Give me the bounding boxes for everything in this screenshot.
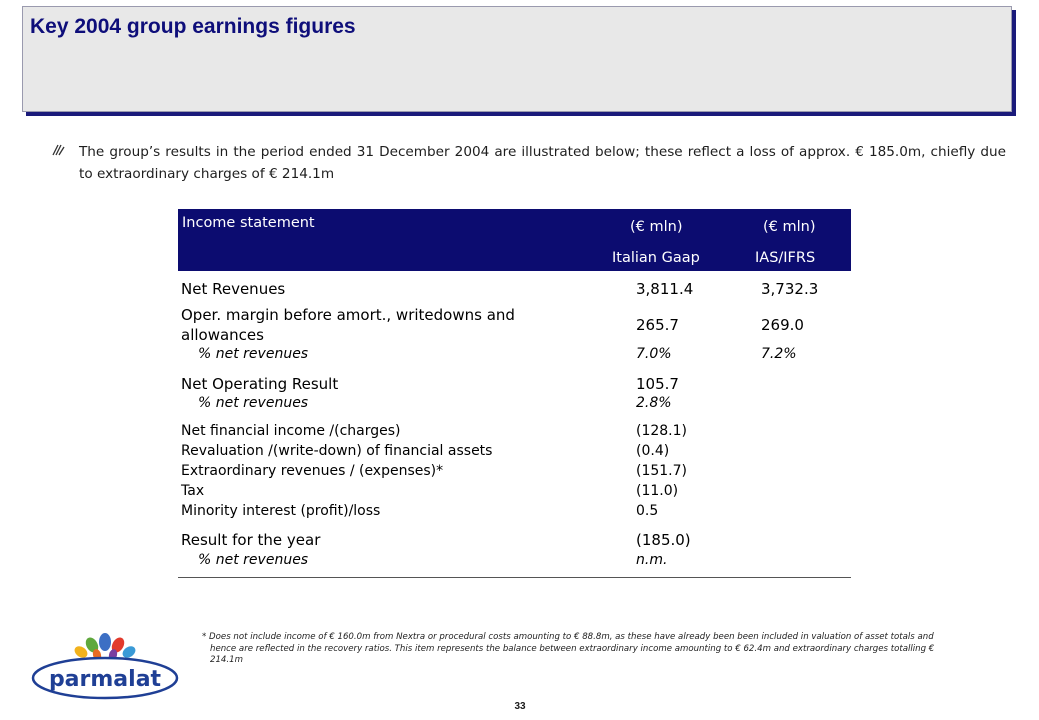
- bullet-icon: [52, 144, 65, 156]
- row-value-gaap: 7.0%: [636, 346, 672, 362]
- footnote-line1: * Does not include income of € 160.0m fr…: [202, 632, 934, 642]
- col1-gaap: Italian Gaap: [612, 250, 700, 266]
- row-value-gaap: (128.1): [636, 423, 688, 439]
- page-number: 33: [514, 701, 526, 712]
- row-value-gaap: (185.0): [636, 531, 691, 549]
- page-title: Key 2004 group earnings figures: [30, 15, 356, 38]
- row-label: Extraordinary revenues / (expenses)*: [181, 463, 444, 479]
- title-box: Key 2004 group earnings figures: [22, 6, 1012, 112]
- row-value-ifrs: 269.0: [761, 316, 804, 334]
- row-label: % net revenues: [198, 552, 309, 568]
- intro-text: The group’s results in the period ended …: [79, 144, 1006, 182]
- table-bottom-rule: [178, 577, 851, 578]
- footnote-line2: hence are reflected in the recovery rati…: [210, 643, 935, 654]
- row-value-gaap: (0.4): [636, 443, 670, 459]
- col2-gaap: IAS/IFRS: [755, 250, 816, 266]
- table-header: Income statement (€ mln) (€ mln) Italian…: [178, 209, 851, 271]
- col1-unit: (€ mln): [630, 219, 683, 235]
- row-label-line1: Oper. margin before amort., writedowns a…: [181, 306, 515, 324]
- footnote: * Does not include income of € 160.0m fr…: [202, 632, 1008, 667]
- row-label: Revaluation /(write-down) of financial a…: [181, 443, 493, 459]
- row-label-line2: allowances: [181, 326, 264, 344]
- row-label: Net Operating Result: [181, 375, 339, 393]
- row-value-ifrs: 3,732.3: [761, 280, 819, 298]
- row-value-gaap: (151.7): [636, 463, 688, 479]
- row-label: % net revenues: [198, 395, 309, 411]
- row-value-gaap: n.m.: [636, 552, 668, 568]
- row-value-gaap: 0.5: [636, 503, 659, 519]
- footnote-line3: 214.1m: [210, 655, 243, 665]
- row-value-ifrs: 7.2%: [761, 346, 797, 362]
- row-value-gaap: (11.0): [636, 483, 679, 499]
- row-label: Tax: [181, 483, 205, 499]
- row-label: Minority interest (profit)/loss: [181, 503, 381, 519]
- row-value-gaap: 265.7: [636, 316, 679, 334]
- row-label: Result for the year: [181, 531, 321, 549]
- row-label: Net Revenues: [181, 280, 286, 298]
- row-label: Net financial income /(charges): [181, 423, 401, 439]
- parmalat-logo: parmalat: [31, 633, 179, 700]
- row-value-gaap: 2.8%: [636, 395, 672, 411]
- row-label: % net revenues: [198, 346, 309, 362]
- col2-unit: (€ mln): [763, 219, 816, 235]
- table-title: Income statement: [182, 215, 315, 231]
- row-value-gaap: 105.7: [636, 375, 679, 393]
- row-value-gaap: 3,811.4: [636, 280, 694, 298]
- logo-text: parmalat: [49, 667, 162, 692]
